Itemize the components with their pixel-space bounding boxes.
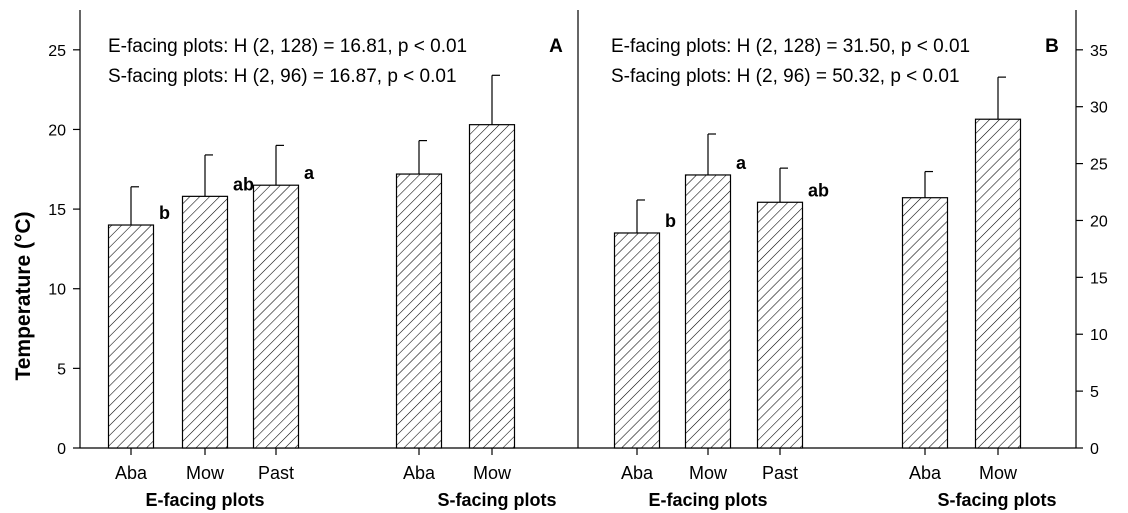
stat-line: S-facing plots: H (2, 96) = 50.32, p < 0…	[611, 66, 960, 87]
group-label: S-facing plots	[437, 490, 556, 510]
x-tick-label: Aba	[403, 463, 436, 483]
panel-letter: A	[549, 36, 563, 57]
x-tick-label: Mow	[186, 463, 225, 483]
bar	[181, 195, 229, 449]
x-tick-label: Aba	[115, 463, 148, 483]
x-tick-label: Aba	[621, 463, 654, 483]
y-tick-label: 30	[1090, 100, 1108, 117]
x-tick-label: Mow	[689, 463, 728, 483]
y-tick-label: 5	[57, 361, 66, 378]
significance-label: a	[736, 153, 747, 173]
significance-label: ab	[233, 174, 254, 194]
panel-a: 0 5 10 15 20 25 E-facing plots: H (2, 128) = 1…	[48, 10, 579, 510]
significance-label: a	[304, 163, 315, 183]
group-label: E-facing plots	[648, 490, 767, 510]
bar	[974, 118, 1022, 449]
y-tick-label: 10	[48, 282, 66, 299]
panel-letter: B	[1045, 36, 1059, 57]
bar	[756, 201, 804, 449]
bar	[395, 173, 443, 449]
significance-label: b	[159, 203, 170, 223]
bar	[107, 224, 155, 449]
stat-line: S-facing plots: H (2, 96) = 16.87, p < 0…	[108, 66, 457, 87]
bar	[684, 174, 732, 449]
y-tick-label: 0	[1090, 441, 1099, 458]
y-tick-label: 25	[48, 43, 66, 60]
stat-line: E-facing plots: H (2, 128) = 31.50, p < …	[611, 36, 970, 57]
x-tick-label: Mow	[473, 463, 512, 483]
bar	[252, 184, 300, 449]
y-axis-label: Temperature (°C)	[12, 211, 35, 380]
y-tick-label: 35	[1090, 43, 1108, 60]
bar	[613, 232, 661, 449]
x-tick-label: Mow	[979, 463, 1018, 483]
group-label: S-facing plots	[937, 490, 1056, 510]
significance-label: b	[665, 211, 676, 231]
group-label: E-facing plots	[145, 490, 264, 510]
y-tick-label: 10	[1090, 327, 1108, 344]
bar	[901, 197, 949, 449]
y-tick-label: 20	[48, 122, 66, 139]
x-tick-label: Past	[762, 463, 798, 483]
y-tick-label: 0	[57, 441, 66, 458]
bar	[468, 124, 516, 449]
y-tick-label: 5	[1090, 384, 1099, 401]
y-tick-label: 15	[48, 202, 66, 219]
significance-label: ab	[808, 180, 829, 200]
y-tick-label: 25	[1090, 157, 1108, 174]
x-tick-label: Past	[258, 463, 294, 483]
y-tick-label: 20	[1090, 213, 1108, 230]
x-tick-label: Aba	[909, 463, 942, 483]
panel-b: 0 5 10 15 20 25 30 35 E-facing plots: H (2, 128)…	[578, 10, 1108, 510]
y-tick-label: 15	[1090, 270, 1108, 287]
stat-line: E-facing plots: H (2, 128) = 16.81, p < …	[108, 36, 467, 57]
